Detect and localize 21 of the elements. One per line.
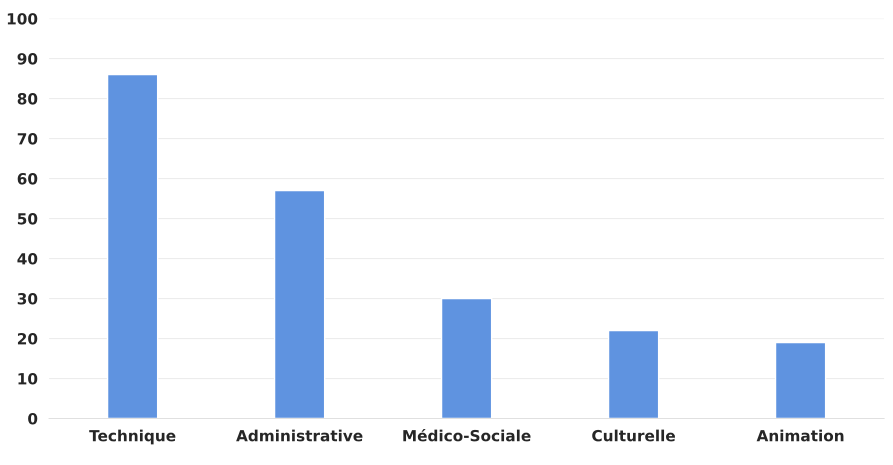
bar (774, 342, 826, 418)
bar (106, 74, 158, 418)
y-tick-label: 80 (18, 93, 38, 105)
x-tick-label: Technique (89, 430, 176, 444)
bar (440, 298, 492, 418)
x-tick-label: Administrative (236, 430, 362, 442)
y-tick-label: 40 (17, 253, 38, 265)
y-tick-label: 50 (18, 213, 38, 225)
y-tick-label: 60 (18, 173, 38, 185)
bar (608, 330, 660, 418)
x-tick-label: Culturelle (592, 430, 675, 442)
y-tick-label: 20 (18, 332, 38, 345)
y-tick-label: 70 (18, 133, 38, 145)
y-tick-label: 10 (18, 372, 38, 385)
bar (274, 190, 326, 418)
y-tick-label: 0 (28, 412, 38, 425)
x-tick-label: Animation (756, 430, 844, 442)
x-tick-label: Médico-Sociale (403, 429, 531, 442)
y-tick-label: 90 (18, 53, 38, 65)
y-tick-label: 30 (18, 292, 38, 305)
y-tick-label: 100 (8, 13, 38, 25)
